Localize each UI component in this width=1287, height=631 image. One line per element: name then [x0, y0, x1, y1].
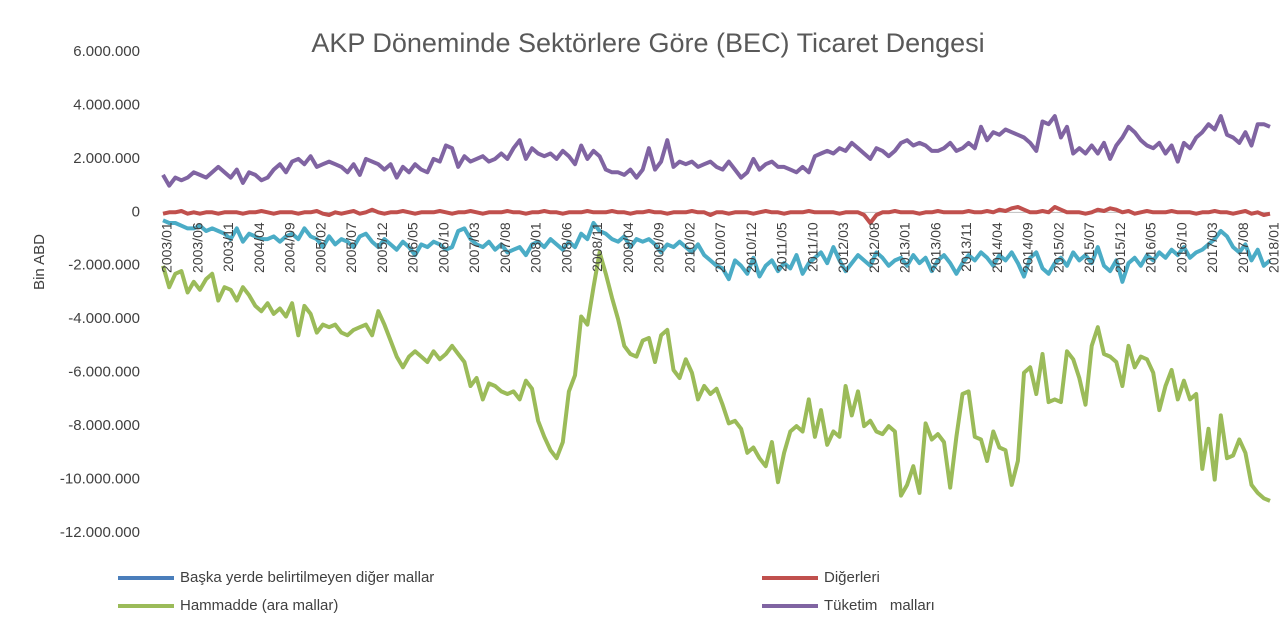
- series-line: [162, 205, 1271, 225]
- x-tick-label: 2016/10: [1173, 222, 1189, 273]
- x-tick-label: 2012/08: [866, 222, 882, 273]
- x-tick-label: 2017/08: [1235, 222, 1251, 273]
- x-tick-label: 2003/06: [189, 222, 205, 273]
- x-tick-label: 2010/12: [743, 222, 759, 273]
- x-tick-label: 2013/01: [897, 222, 913, 273]
- x-tick-label: 2016/05: [1143, 222, 1159, 273]
- x-tick-label: 2006/10: [435, 222, 451, 273]
- y-tick-label: 2.000.000: [73, 150, 140, 167]
- x-tick-label: 2013/06: [927, 222, 943, 273]
- x-tick-label: 2013/11: [958, 222, 974, 272]
- x-tick-label: 2007/03: [466, 222, 482, 273]
- x-tick-label: 2010/02: [681, 222, 697, 273]
- y-tick-label: -6.000.000: [68, 364, 140, 381]
- legend-label: Diğerleri: [824, 569, 880, 586]
- x-tick-label: 2005/07: [343, 222, 359, 273]
- x-tick-label: 2015/07: [1081, 222, 1097, 273]
- x-tick-label: 2006/05: [405, 222, 421, 273]
- legend-label: Hammadde (ara mallar): [180, 597, 338, 614]
- x-tick-label: 2011/05: [774, 222, 790, 272]
- x-tick-label: 2010/07: [712, 222, 728, 273]
- y-axis-title: Bin ABD: [31, 234, 48, 290]
- x-tick-label: 2005/02: [312, 222, 328, 273]
- x-tick-label: 2005/12: [374, 222, 390, 273]
- x-tick-label: 2009/04: [620, 222, 636, 273]
- y-tick-label: -10.000.000: [60, 471, 140, 488]
- chart-title: AKP Döneminde Sektörlere Göre (BEC) Tica…: [311, 28, 984, 58]
- x-tick-label: 2014/09: [1020, 222, 1036, 273]
- legend-label: Başka yerde belirtilmeyen diğer mallar: [180, 569, 434, 586]
- x-tick-label: 2007/08: [497, 222, 513, 273]
- x-tick-label: 2017/03: [1204, 222, 1220, 273]
- x-tick-label: 2008/01: [528, 222, 544, 273]
- x-tick-label: 2004/09: [282, 222, 298, 273]
- x-tick-label: 2014/04: [989, 222, 1005, 273]
- x-tick-label: 2015/02: [1050, 222, 1066, 273]
- y-tick-label: 0: [132, 203, 140, 220]
- x-tick-label: 2012/03: [835, 222, 851, 273]
- y-tick-label: -8.000.000: [68, 417, 140, 434]
- y-tick-label: -12.000.000: [60, 524, 140, 541]
- x-tick-label: 2011/10: [804, 222, 820, 272]
- x-tick-label: 2008/11: [589, 222, 605, 272]
- x-tick-label: 2018/01: [1266, 222, 1282, 273]
- x-tick-label: 2004/04: [251, 222, 267, 273]
- series-line: [162, 218, 1272, 284]
- series-line: [161, 250, 1271, 503]
- y-tick-label: -2.000.000: [68, 257, 140, 274]
- series-line: [161, 114, 1271, 188]
- x-tick-label: 2003/11: [220, 222, 236, 272]
- legend-label: Tüketim malları: [824, 597, 935, 614]
- x-tick-label: 2009/09: [651, 222, 667, 273]
- y-tick-label: -4.000.000: [68, 310, 140, 327]
- x-tick-label: 2003/01: [159, 222, 175, 273]
- x-tick-label: 2008/06: [558, 222, 574, 273]
- x-tick-label: 2015/12: [1112, 222, 1128, 273]
- y-tick-label: 6.000.000: [73, 43, 140, 60]
- y-tick-label: 4.000.000: [73, 96, 140, 113]
